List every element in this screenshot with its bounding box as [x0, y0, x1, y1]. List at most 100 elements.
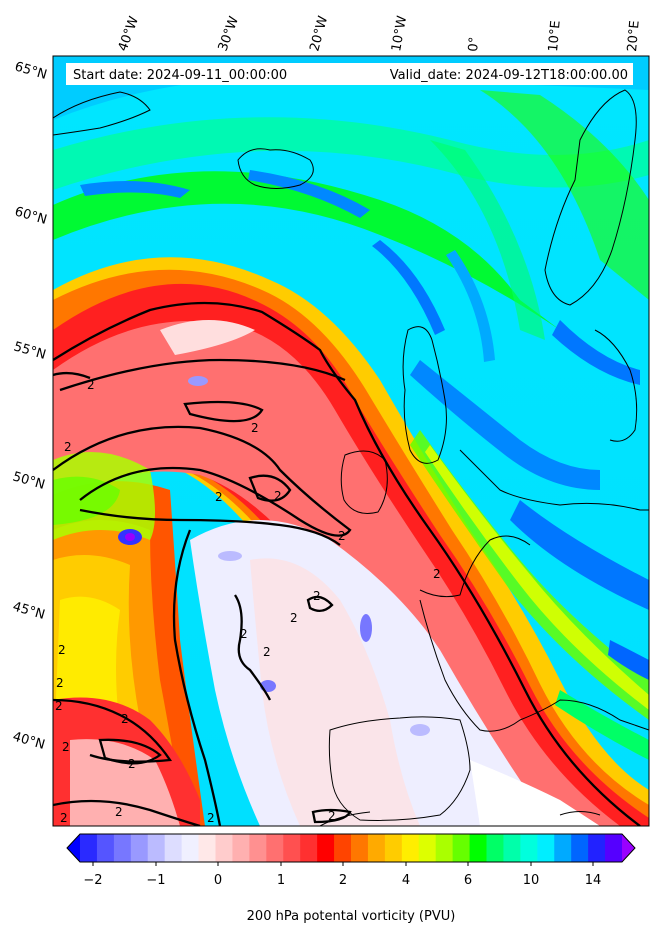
- colorbar-swatch: [181, 834, 200, 862]
- colorbar-swatch: [384, 834, 403, 862]
- contour-label: 2: [263, 645, 271, 659]
- colorbar-swatch: [435, 834, 454, 862]
- pv-field: [53, 56, 649, 826]
- colorbar-tick-label: 1: [277, 873, 285, 888]
- valid-date-label: Valid_date: 2024-09-12T18:00:00.00: [390, 68, 628, 83]
- lat-label: 65°N: [13, 59, 49, 82]
- contour-label: 2: [215, 490, 223, 504]
- colorbar-swatch: [469, 834, 488, 862]
- contour-main-ridge: [53, 301, 641, 826]
- lon-label: 0°: [466, 36, 482, 52]
- contour-label: 2: [87, 378, 95, 392]
- colorbar-tick-label: −2: [83, 873, 102, 888]
- iceland-coast: [237, 148, 314, 189]
- colorbar-tick-label: −1: [146, 873, 165, 888]
- colorbar-outline: [66, 833, 636, 863]
- lon-label: 20°E: [625, 20, 643, 52]
- colorbar-swatch: [571, 834, 589, 862]
- start-date-label: Start date: 2024-09-11_00:00:00: [73, 68, 287, 83]
- contour-label: 2: [128, 757, 136, 771]
- colorbar-swatch: [300, 834, 318, 862]
- contour-cutoff-east: [248, 474, 292, 502]
- contour-streamer-1: [183, 400, 264, 423]
- colorbar-ticks: −2 −1 0 1 2 4 6 10 14: [83, 873, 601, 888]
- colorbar-swatch: [367, 834, 386, 862]
- colorbar: [66, 833, 636, 866]
- contour-label: 2: [64, 440, 72, 454]
- colorbar-swatch: [401, 834, 420, 862]
- lat-labels: 65°N 60°N 55°N 50°N 45°N 40°N: [11, 59, 49, 752]
- colorbar-tick-label: 6: [464, 873, 472, 888]
- colorbar-over-arrow: [622, 834, 635, 862]
- colorbar-tick-label: 2: [339, 873, 347, 888]
- great-britain-coast: [402, 326, 447, 464]
- contour-bottom: [53, 799, 201, 826]
- colorbar-swatch: [554, 834, 572, 862]
- colorbar-swatch: [266, 834, 284, 862]
- lat-label: 60°N: [13, 204, 49, 227]
- colorbar-swatch: [418, 834, 437, 862]
- contour-southwest-2: [98, 738, 162, 765]
- contour-iberia-arc: [234, 594, 272, 701]
- contour-label: 2: [328, 809, 336, 823]
- lon-label: 20°W: [307, 14, 331, 53]
- lat-label: 45°N: [11, 599, 47, 622]
- contour-cutoff-small: [306, 595, 334, 613]
- colorbar-swatch: [588, 834, 606, 862]
- colorbar-swatch: [215, 834, 234, 862]
- contour-label: 2: [55, 699, 63, 713]
- contour-inner-ridge: [59, 358, 346, 392]
- contour-label: 2: [433, 567, 441, 581]
- map-frame: [52, 55, 650, 827]
- colorbar-swatch: [537, 834, 555, 862]
- lat-label: 40°N: [11, 729, 47, 752]
- coastlines: [53, 89, 649, 826]
- colorbar-swatch: [283, 834, 301, 862]
- lon-labels: 40°W 30°W 20°W 10°W 0° 10°E 20°E: [116, 14, 643, 53]
- colorbar-swatch: [334, 834, 352, 862]
- contour-labels: 2 2 2 2 2 2 2 2 2 2 2 2 2 2 2 2 2 2 2 2 …: [55, 378, 441, 825]
- colorbar-swatch: [249, 834, 267, 862]
- contour-western-arc: [172, 529, 222, 826]
- colorbar-swatch: [147, 834, 166, 862]
- contour-label: 2: [313, 589, 321, 603]
- colorbar-swatch: [96, 834, 115, 862]
- lat-label: 55°N: [12, 339, 48, 362]
- colorbar-title: 200 hPa potental vorticity (PVU): [247, 909, 456, 924]
- colorbar-swatch: [198, 834, 217, 862]
- contour-label: 2: [62, 740, 70, 754]
- contour-label: 2: [240, 627, 248, 641]
- baltic-coast: [594, 329, 638, 442]
- contour-label: 2: [58, 643, 66, 657]
- contour-label: 2: [274, 489, 282, 503]
- contour-western-trough: [79, 508, 341, 546]
- colorbar-swatch: [520, 834, 538, 862]
- lat-label: 50°N: [11, 469, 47, 492]
- contour-southwest: [53, 698, 173, 763]
- contour-label: 2: [60, 811, 68, 825]
- colorbar-swatch: [351, 834, 369, 862]
- colorbar-swatch: [452, 834, 471, 862]
- contour-bottom-small: [311, 808, 352, 824]
- colorbar-swatch: [232, 834, 250, 862]
- contour-north-cap: [53, 371, 91, 380]
- lon-label: 30°W: [216, 14, 242, 53]
- contour-label: 2: [121, 712, 129, 726]
- iberia-coast: [328, 716, 471, 821]
- colorbar-swatch: [164, 834, 183, 862]
- pv-2-contours: [53, 301, 641, 826]
- lon-label: 10°E: [546, 20, 564, 52]
- colorbar-swatch: [130, 834, 149, 862]
- contour-label: 2: [290, 611, 298, 625]
- ireland-coast: [340, 450, 388, 514]
- header-box: Start date: 2024-09-11_00:00:00 Valid_da…: [66, 63, 633, 85]
- europe-coast: [419, 449, 649, 732]
- contour-label: 2: [338, 529, 346, 543]
- colorbar-swatch: [113, 834, 132, 862]
- scandinavia-coast: [544, 89, 637, 306]
- contour-label: 2: [251, 421, 259, 435]
- lon-label: 10°W: [389, 15, 410, 53]
- colorbar-under-arrow: [67, 834, 80, 862]
- contour-label: 2: [56, 676, 64, 690]
